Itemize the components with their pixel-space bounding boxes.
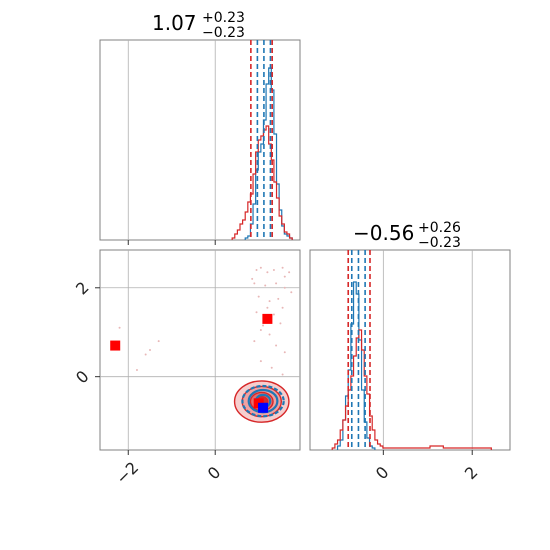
truth-marker bbox=[262, 313, 273, 324]
scatter-point bbox=[118, 326, 121, 329]
density-xtick-label: −2 bbox=[112, 458, 142, 488]
scatter-point bbox=[268, 333, 271, 336]
scatter-point bbox=[277, 297, 280, 300]
blue-contour-level bbox=[241, 384, 285, 418]
hist2-xtick-label: 0 bbox=[372, 463, 393, 484]
hist1-hist-series-1 bbox=[231, 125, 293, 240]
scatter-point bbox=[275, 344, 278, 347]
panel3-title-minus: −0.23 bbox=[418, 235, 461, 251]
scatter-point bbox=[259, 329, 262, 331]
histogram-panel-param-1 bbox=[99, 39, 301, 245]
panel3-title-value: −0.56 bbox=[353, 221, 414, 245]
panel1-title-minus: −0.23 bbox=[202, 25, 245, 41]
scatter-point bbox=[283, 286, 286, 289]
scatter-point bbox=[288, 271, 291, 274]
scatter-point bbox=[255, 311, 258, 314]
truth-marker bbox=[258, 402, 269, 413]
scatter-point bbox=[281, 373, 284, 376]
hist1-hist-series-0 bbox=[244, 67, 293, 240]
scatter-point bbox=[272, 313, 275, 316]
scatter-point bbox=[264, 284, 267, 287]
scatter-point bbox=[262, 324, 265, 327]
scatter-point bbox=[290, 291, 293, 294]
scatter-point bbox=[283, 351, 286, 354]
scatter-point bbox=[275, 282, 278, 285]
scatter-point bbox=[259, 360, 262, 363]
scatter-point bbox=[268, 300, 271, 303]
scatter-point bbox=[281, 266, 284, 269]
scatter-point bbox=[281, 306, 284, 309]
scatter-point bbox=[266, 271, 269, 274]
density-panel-2d: −2 0 0 2 bbox=[72, 249, 301, 488]
scatter-point bbox=[266, 306, 269, 309]
hist2-hist-series-1 bbox=[331, 329, 492, 450]
panel1-title-value: 1.07 bbox=[152, 11, 197, 35]
density-xtick-label: 0 bbox=[204, 463, 225, 484]
scatter-point bbox=[272, 269, 275, 271]
panel1-title-plus: +0.23 bbox=[202, 10, 245, 26]
scatter-point bbox=[157, 340, 160, 343]
scatter-point bbox=[279, 322, 282, 325]
hist2-frame bbox=[309, 249, 511, 451]
panel3-title-plus: +0.26 bbox=[418, 220, 461, 236]
hist2-xtick-label: 2 bbox=[461, 463, 482, 484]
scatter-point bbox=[253, 340, 256, 343]
scatter-point bbox=[251, 277, 254, 280]
scatter-point bbox=[253, 282, 256, 285]
scatter-point bbox=[255, 269, 258, 271]
scatter-point bbox=[144, 353, 147, 356]
density-ytick-label: 0 bbox=[72, 367, 93, 388]
scatter-point bbox=[149, 349, 151, 351]
scatter-point bbox=[135, 369, 138, 371]
panel3-title: −0.56 bbox=[353, 221, 414, 245]
scatter-point bbox=[283, 275, 286, 278]
scatter-point bbox=[257, 295, 260, 298]
hist1-frame bbox=[99, 39, 301, 241]
density-ytick-label: 2 bbox=[72, 278, 93, 299]
scatter-point bbox=[270, 366, 273, 369]
panel1-title: 1.07 bbox=[152, 11, 197, 35]
truth-marker bbox=[110, 340, 121, 351]
scatter-point bbox=[259, 266, 262, 269]
